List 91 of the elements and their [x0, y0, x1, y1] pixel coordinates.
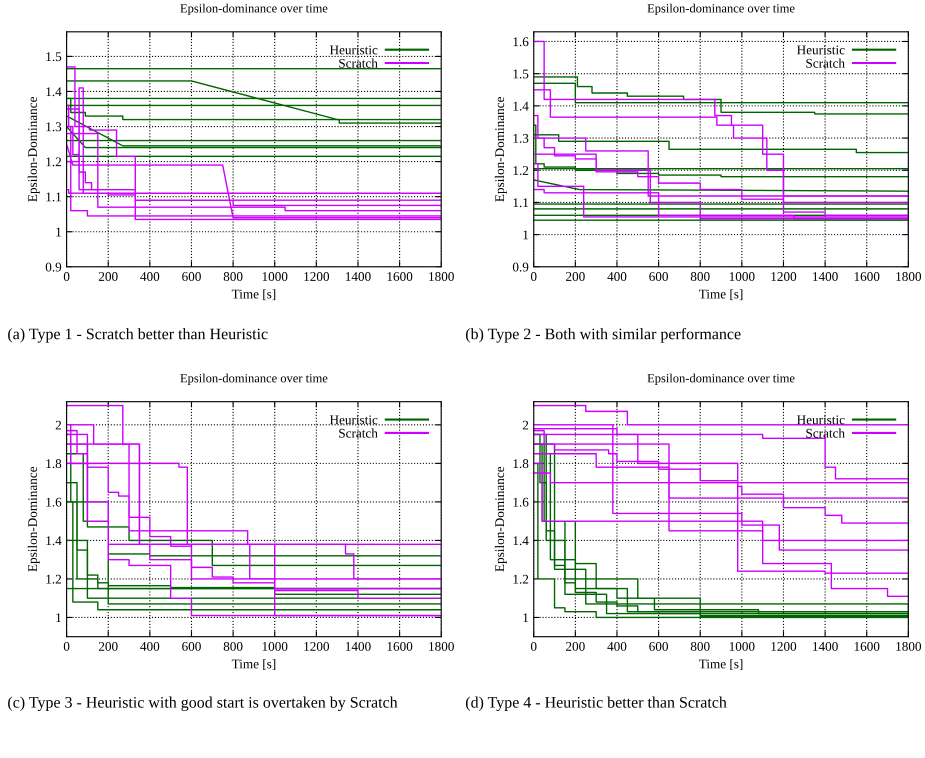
- x-tick-label: 1000: [730, 642, 755, 651]
- x-tick-label: 1800: [429, 642, 454, 651]
- x-tick-label: 1000: [262, 642, 288, 651]
- y-tick-label: 1.2: [46, 157, 62, 166]
- x-tick-label: 800: [224, 642, 242, 651]
- y-tick-label: 1.1: [46, 192, 61, 202]
- x-tick-label: 800: [690, 272, 710, 281]
- chart-title: Epsilon-dominance over time: [647, 4, 795, 16]
- x-tick-label: 400: [140, 272, 160, 281]
- y-tick-label: 1.4: [514, 536, 529, 546]
- y-tick-label: 1.2: [46, 574, 62, 584]
- text: (d) Type 4 - Heuristic better than Scratch: [466, 696, 727, 712]
- y-tick-label: 1.3: [514, 134, 528, 143]
- x-tick-label: 1800: [896, 642, 922, 651]
- y-tick-label: 1.4: [46, 87, 62, 96]
- y-tick-label: 1: [56, 613, 61, 622]
- x-axis-title: Time [s]: [232, 659, 276, 670]
- y-tick-label: 1.5: [514, 70, 528, 78]
- y-axis-title: Epsilon-Dominance: [28, 97, 40, 202]
- legend-label: Heuristic: [797, 415, 845, 424]
- chart-title: Epsilon-dominance over time: [647, 374, 795, 385]
- x-tick-label: 1200: [771, 272, 796, 281]
- chart-title: Epsilon-dominance over time: [180, 4, 328, 16]
- chart-title: Epsilon-dominance over time: [180, 374, 328, 385]
- x-tick-label: 1800: [896, 272, 922, 281]
- x-tick-label: 0: [64, 642, 70, 651]
- x-tick-label: 1400: [813, 642, 838, 651]
- legend-label: Heuristic: [330, 46, 378, 54]
- legend-label: Scratch: [806, 58, 845, 68]
- x-tick-label: 1400: [346, 642, 371, 651]
- text: (a) Type 1 - Scratch better than Heuristic: [8, 328, 268, 343]
- legend-label: Scratch: [339, 428, 378, 438]
- legend-label: Heuristic: [330, 415, 378, 424]
- y-tick-label: 1.2: [514, 574, 528, 584]
- y-tick-label: 2: [522, 420, 528, 430]
- text: (b) Type 2 - Both with similar performance: [466, 328, 741, 343]
- x-tick-label: 400: [140, 642, 160, 651]
- legend-label: Scratch: [339, 58, 378, 68]
- y-tick-label: 1.4: [514, 102, 529, 111]
- y-tick-label: 0.9: [512, 262, 528, 272]
- y-axis-title: Epsilon-Dominance: [494, 97, 507, 202]
- x-tick-label: 200: [566, 272, 585, 281]
- x-tick-label: 1200: [304, 642, 330, 651]
- y-tick-label: 1.6: [46, 498, 62, 507]
- x-axis-title: Time [s]: [698, 289, 742, 300]
- x-tick-label: 800: [224, 272, 242, 281]
- x-tick-label: 1600: [388, 272, 412, 281]
- x-tick-label: 1000: [730, 272, 755, 281]
- x-tick-label: 0: [530, 272, 537, 281]
- y-tick-label: 2: [56, 420, 62, 430]
- x-tick-label: 1600: [854, 272, 880, 281]
- x-tick-label: 600: [182, 642, 201, 651]
- x-tick-label: 0: [530, 642, 537, 651]
- y-tick-label: 1.6: [514, 498, 528, 507]
- x-tick-label: 1200: [771, 642, 796, 651]
- x-tick-label: 1400: [346, 272, 371, 281]
- text: (c) Type 3 - Heuristic with good start is overtaken by Scratch: [8, 696, 398, 712]
- x-tick-label: 200: [98, 272, 118, 281]
- x-tick-label: 400: [607, 642, 626, 651]
- y-tick-label: 1.1: [514, 198, 528, 208]
- x-axis-title: Time [s]: [232, 289, 276, 300]
- y-tick-label: 1.6: [514, 37, 528, 46]
- x-tick-label: 1000: [262, 272, 288, 281]
- y-tick-label: 1.8: [46, 459, 62, 468]
- x-tick-label: 600: [182, 272, 201, 281]
- x-tick-label: 1600: [854, 642, 880, 651]
- y-tick-label: 0.9: [46, 262, 62, 272]
- legend-label: Heuristic: [797, 46, 845, 54]
- x-tick-label: 800: [690, 642, 710, 651]
- y-tick-label: 1.8: [514, 459, 528, 468]
- x-tick-label: 400: [607, 272, 626, 281]
- x-tick-label: 1200: [304, 272, 330, 281]
- y-tick-label: 1.5: [46, 52, 62, 62]
- x-tick-label: 200: [98, 642, 118, 651]
- y-tick-label: 1: [523, 613, 528, 622]
- y-tick-label: 1.2: [514, 166, 528, 176]
- x-tick-label: 600: [649, 272, 668, 281]
- y-tick-label: 1: [56, 228, 61, 236]
- x-tick-label: 1800: [429, 272, 454, 281]
- x-tick-label: 200: [566, 642, 585, 651]
- y-tick-label: 1.4: [46, 536, 62, 546]
- x-tick-label: 1600: [388, 642, 412, 651]
- legend-label: Scratch: [806, 428, 845, 438]
- y-tick-label: 1.3: [46, 122, 62, 132]
- y-axis-title: Epsilon-Dominance: [494, 466, 507, 572]
- x-axis-title: Time [s]: [698, 659, 742, 670]
- x-tick-label: 600: [649, 642, 668, 651]
- y-axis-title: Epsilon-Dominance: [28, 466, 40, 572]
- y-tick-label: 1: [523, 230, 528, 240]
- x-tick-label: 1400: [813, 272, 838, 281]
- x-tick-label: 0: [64, 272, 70, 281]
